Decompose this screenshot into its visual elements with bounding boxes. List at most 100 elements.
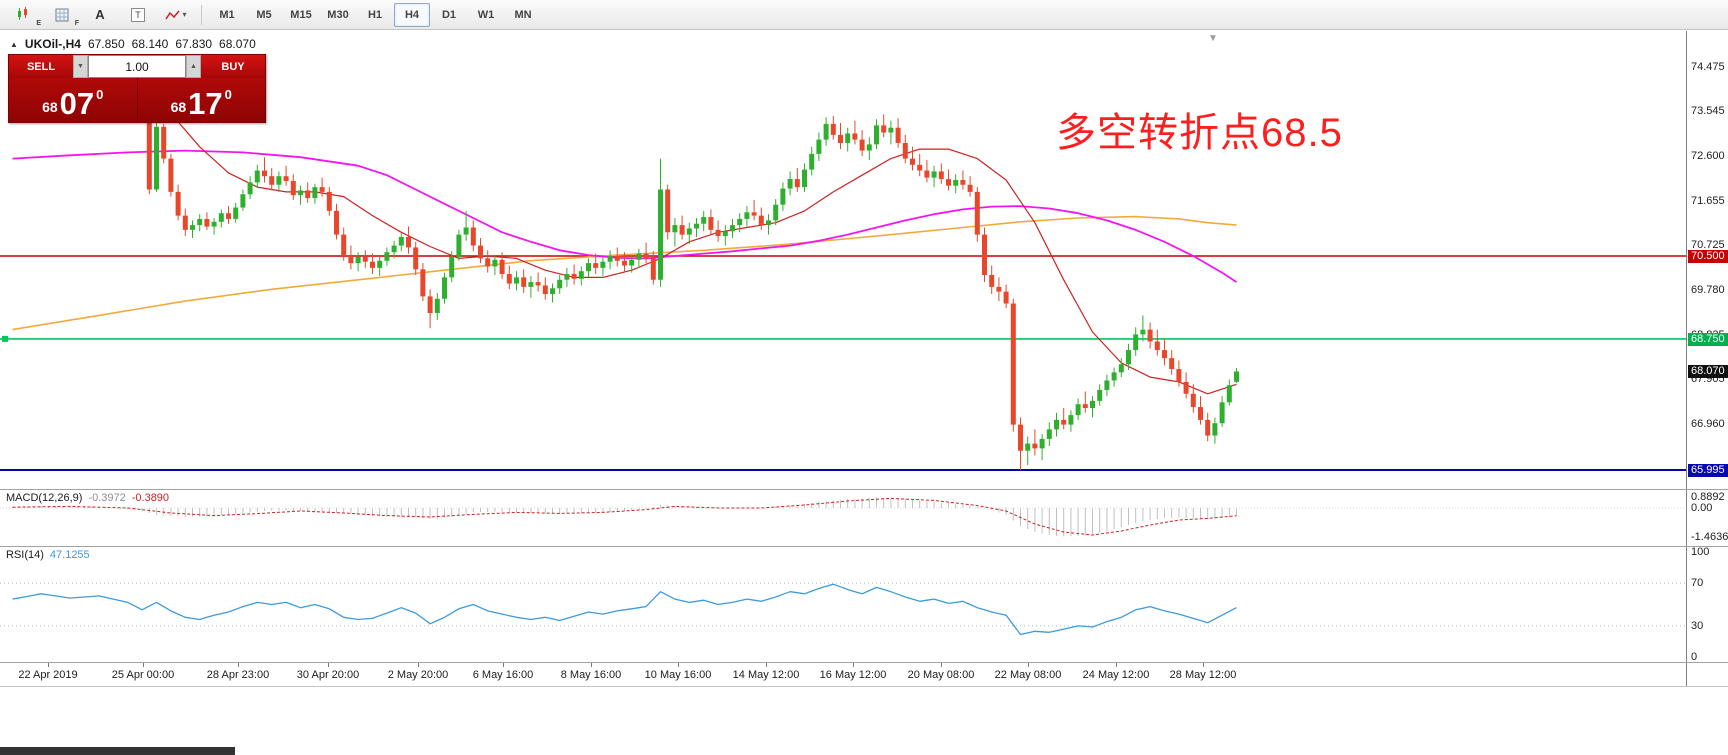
time-label: 22 May 08:00 (994, 669, 1062, 681)
chart-annotation-text: 多空转折点68.5 (1056, 111, 1343, 155)
time-label: 8 May 16:00 (560, 669, 622, 681)
timeframe-H4[interactable]: H4 (394, 2, 430, 27)
panel-separator[interactable] (0, 489, 1728, 490)
bid-whole: 68 (42, 99, 58, 115)
toolbar-separator (201, 4, 202, 25)
timeframe-group: M1 M5 M15 M30 H1 H4 D1 W1 MN (209, 2, 541, 27)
one-click-trading-panel: SELL ▼ 1.00 ▲ BUY 68 07 0 68 17 0 (8, 54, 266, 123)
time-label: 28 Apr 23:00 (206, 669, 270, 681)
price-scale[interactable]: 74.47573.54572.60071.65570.72569.78068.8… (1686, 31, 1728, 686)
volume-increase-button[interactable]: ▲ (186, 55, 201, 78)
grid-template-icon (55, 8, 69, 21)
time-tick (48, 663, 49, 667)
timeframe-M5[interactable]: M5 (256, 8, 272, 21)
taskbar-fragment (0, 747, 235, 755)
chart-candles-icon-button[interactable]: E (6, 3, 42, 27)
bid-ask-row: 68 07 0 68 17 0 (9, 78, 265, 122)
macd-signal-value: -0.3890 (131, 492, 170, 504)
chart-candles-icon (18, 7, 27, 20)
indicators-icon (165, 10, 181, 19)
time-label: 2 May 20:00 (387, 669, 449, 681)
textbox-tool-button[interactable]: T (120, 3, 156, 27)
macd-label: MACD(12,26,9) -0.3972 -0.3890 (6, 492, 169, 504)
price-tick: 66.960 (1691, 418, 1725, 431)
time-axis[interactable]: 22 Apr 2019 25 Apr 00:00 28 Apr 23:00 30 Ap… (0, 663, 1686, 686)
time-tick (418, 663, 419, 667)
timeframe-M1[interactable]: M1 (219, 8, 235, 21)
time-label: 30 Apr 20:00 (296, 669, 360, 681)
volume-decrease-button[interactable]: ▼ (73, 55, 88, 78)
time-label: 10 May 16:00 (644, 669, 712, 681)
ma-fast-red (12, 74, 1237, 395)
icon-sub-label: F (74, 19, 79, 27)
price-tick: 0.00 (1691, 502, 1713, 514)
time-tick (1028, 663, 1029, 667)
macd-value: -0.3972 (88, 492, 126, 504)
time-label: 25 Apr 00:00 (111, 669, 175, 681)
time-label: 16 May 12:00 (819, 669, 887, 681)
price-tick: 72.600 (1691, 150, 1725, 163)
time-tick (328, 663, 329, 667)
price-tick: 73.545 (1691, 105, 1725, 118)
chart-shift-marker-icon[interactable]: ▼ (1208, 33, 1218, 44)
window-edge (0, 686, 1728, 687)
bid-price[interactable]: 68 07 0 (9, 78, 138, 122)
timeframe-W1[interactable]: W1 (477, 8, 495, 21)
rsi-label: RSI(14) 47.1255 (6, 549, 90, 561)
time-tick (238, 663, 239, 667)
time-tick (853, 663, 854, 667)
time-label: 14 May 12:00 (732, 669, 800, 681)
panel-separator[interactable] (0, 546, 1728, 547)
time-tick (591, 663, 592, 667)
text-a-icon: A (95, 7, 105, 22)
timeframe-MN[interactable]: MN (514, 8, 532, 21)
hline-handle[interactable] (2, 335, 8, 342)
panel-separator[interactable] (0, 662, 1728, 663)
ohlc-high: 68.140 (131, 37, 169, 51)
ask-pips: 17 (188, 85, 223, 121)
price-tick: 74.475 (1691, 61, 1725, 74)
ohlc-low: 67.830 (175, 37, 213, 51)
ma-slow-orange (12, 215, 1237, 331)
textbox-icon: T (131, 7, 145, 22)
icon-sub-label: E (36, 19, 41, 27)
timeframe-D1[interactable]: D1 (441, 8, 457, 21)
price-tick: 71.655 (1691, 195, 1725, 208)
buy-button[interactable]: BUY (201, 55, 265, 78)
timeframe-M30[interactable]: M30 (327, 8, 349, 21)
indicators-button[interactable]: ▾ (158, 3, 194, 27)
price-tick: 0 (1691, 651, 1698, 663)
dropdown-caret-icon: ▾ (182, 10, 187, 19)
volume-input[interactable]: 1.00 (88, 55, 186, 78)
price-tick: 100 (1691, 546, 1710, 558)
timeframe-H1[interactable]: H1 (367, 8, 383, 21)
grid-template-icon-button[interactable]: F (44, 3, 80, 27)
time-label: 24 May 12:00 (1082, 669, 1150, 681)
price-badge-70.500: 70.500 (1688, 250, 1728, 263)
rsi-panel[interactable] (0, 547, 1686, 662)
time-tick (1203, 663, 1204, 667)
bid-point: 0 (96, 87, 104, 102)
one-click-collapse-icon[interactable]: ▲ (10, 39, 18, 49)
price-tick: 70 (1691, 577, 1704, 589)
rsi-name: RSI(14) (6, 549, 44, 561)
timeframe-M15[interactable]: M15 (290, 8, 312, 21)
price-tick: 0.8892 (1691, 491, 1725, 503)
price-tick: 69.780 (1691, 284, 1725, 297)
ma-medium-magenta (12, 149, 1237, 283)
rsi-line (12, 583, 1237, 636)
ask-price[interactable]: 68 17 0 (138, 78, 266, 122)
bid-pips: 07 (59, 85, 95, 121)
time-tick (766, 663, 767, 667)
price-tick: 70.725 (1691, 239, 1725, 252)
macd-panel[interactable] (0, 490, 1686, 546)
toolbar: E F A T ▾ M1 M5 M15 M30 H1 H4 D1 W1 MN (0, 0, 1728, 30)
macd-signal-line (12, 497, 1237, 536)
sell-button[interactable]: SELL (9, 55, 73, 78)
price-badge-65.995: 65.995 (1688, 463, 1728, 477)
symbol-name: UKOil-,H4 (24, 37, 81, 51)
time-tick (503, 663, 504, 667)
price-badge-68.070: 68.070 (1688, 365, 1728, 379)
text-label-tool-button[interactable]: A (82, 3, 118, 27)
